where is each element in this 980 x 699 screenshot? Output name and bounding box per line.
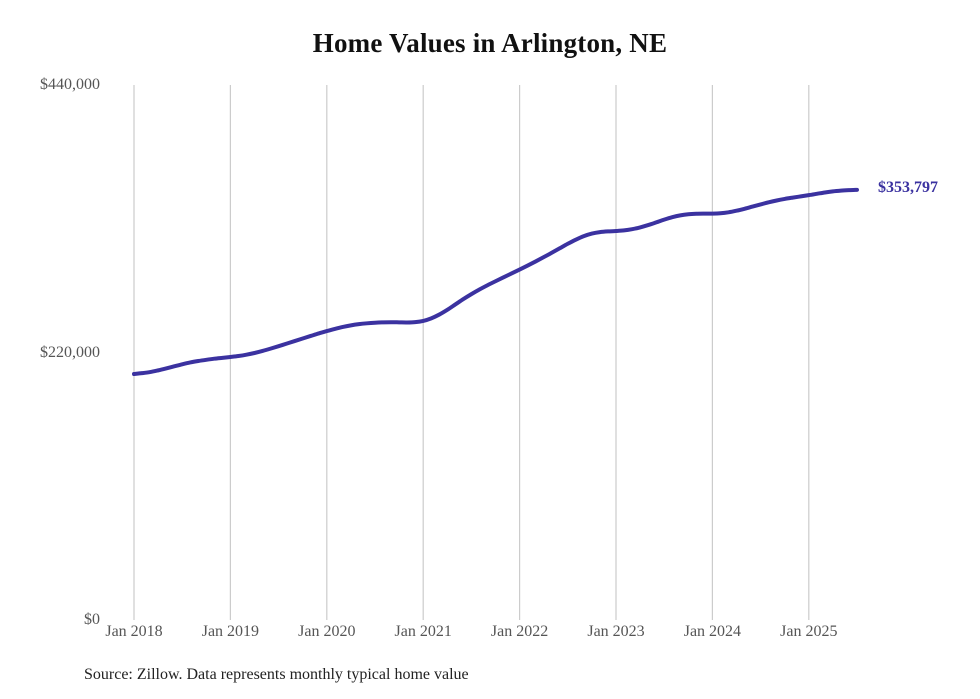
x-axis-tick-label: Jan 2021 — [394, 623, 452, 640]
x-axis-tick-label: Jan 2018 — [105, 623, 163, 640]
end-value-annotation: $353,797 — [878, 178, 938, 196]
x-axis-tick-label: Jan 2024 — [683, 623, 742, 640]
x-axis-tick-label: Jan 2025 — [780, 623, 838, 640]
y-axis-tick-label: $220,000 — [40, 343, 100, 361]
x-axis-tick-label: Jan 2020 — [298, 623, 356, 640]
home-value-line-series — [132, 187, 859, 377]
x-axis-tick-label: Jan 2023 — [587, 623, 645, 640]
y-axis-tick-label: $0 — [84, 611, 100, 628]
page-title: Home Values in Arlington, NE — [312, 28, 668, 58]
x-axis-tick-label: Jan 2019 — [201, 623, 260, 640]
gridline-group — [133, 85, 810, 620]
x-axis-tick-label: Jan 2022 — [490, 623, 549, 640]
source-note: Source: Zillow. Data represents monthly … — [84, 666, 469, 683]
y-axis-tick-label: $440,000 — [40, 76, 100, 93]
